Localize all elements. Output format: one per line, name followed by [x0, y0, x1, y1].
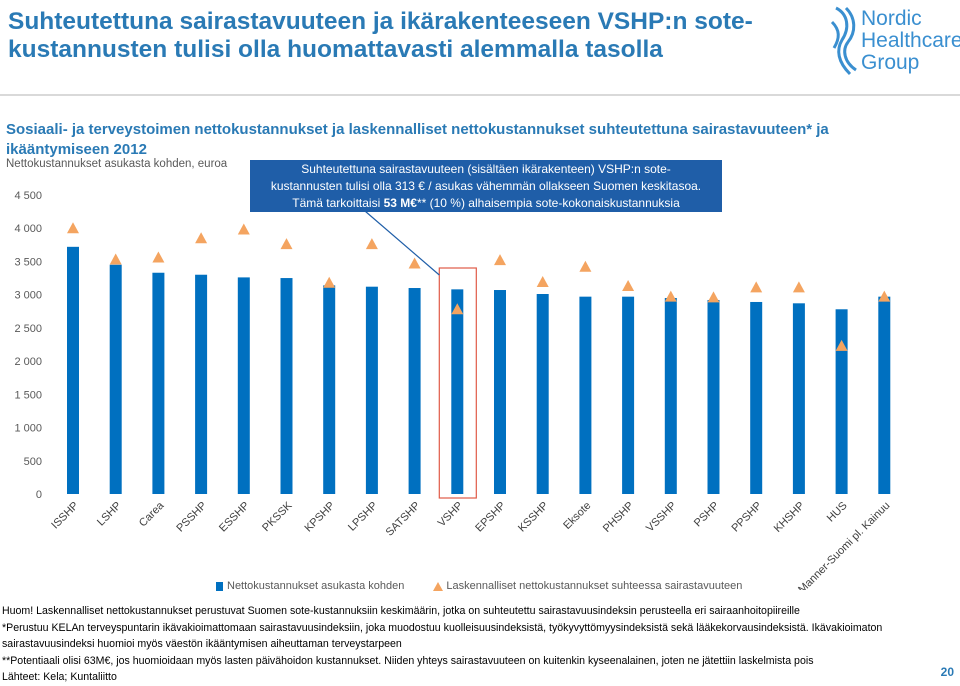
y-tick-label: 3 000 — [14, 290, 42, 302]
bar-vshp — [451, 289, 464, 494]
bar-kpshp — [323, 285, 336, 494]
x-tick-label: VSHP — [436, 500, 466, 530]
y-tick-label: 4 500 — [14, 190, 42, 202]
x-tick-label: PKSSK — [260, 499, 295, 534]
note-line: sairastavuusindeksi huomioi myös väestön… — [2, 638, 402, 650]
bar-lpshp — [365, 286, 378, 494]
bar-pshp — [707, 299, 720, 494]
legend-item-bars: Nettokustannukset asukasta kohden — [216, 580, 404, 592]
y-tick-label: 3 500 — [14, 256, 42, 268]
callout-line-2: kustannusten tulisi olla 313 € / asukas … — [270, 179, 702, 193]
footnotes: Huom! Laskennalliset nettokustannukset p… — [2, 603, 942, 686]
sources-line: Lähteet: Kela; Kuntaliitto — [2, 671, 117, 683]
x-tick-label: PHSHP — [601, 500, 636, 535]
x-tick-label: PSHP — [692, 500, 722, 530]
triangle-marker-eksote — [579, 260, 592, 272]
callout-box: Suhteutettuna sairastavuuteen (sisältäen… — [250, 160, 722, 212]
y-tick-label: 1 000 — [14, 423, 42, 435]
triangle-marker-lshp — [109, 253, 122, 265]
bar-hus — [835, 309, 848, 494]
note-line: **Potentiaali olisi 63M€, jos huomioidaa… — [2, 654, 814, 667]
bar-chart: 0 500 1 000 1 500 2 000 2 500 3 000 3 500 4 000 4… — [14, 190, 892, 590]
x-tick-label: KSSHP — [516, 500, 551, 535]
bar-eksote — [579, 296, 592, 494]
triangle-marker-vsshp — [664, 290, 677, 302]
chart-legend: Nettokustannukset asukasta kohden Lasken… — [216, 580, 768, 594]
x-tick-label: EPSHP — [473, 500, 508, 535]
bar-pkssk — [280, 278, 293, 494]
x-tick-label: HUS — [825, 500, 850, 525]
bar-lshp — [109, 264, 122, 494]
bar-vsshp — [664, 297, 677, 494]
bar-esshp — [237, 277, 250, 494]
y-tick-label: 1 500 — [14, 389, 42, 401]
bar-khshp — [792, 303, 805, 494]
triangle-marker-vshp — [451, 303, 464, 315]
bar-epshp — [494, 290, 506, 494]
company-logo: Nordic Healthcare Group — [828, 2, 960, 82]
x-tick-label: PPSHP — [729, 500, 764, 535]
triangle-marker-carea — [152, 251, 165, 263]
triangle-marker-ksshp — [536, 276, 549, 288]
x-tick-label: LSHP — [95, 500, 124, 529]
bar-isshp — [67, 246, 79, 494]
y-axis-label: Nettokustannukset asukasta kohden, euroa — [6, 158, 228, 170]
bar-psshp — [195, 274, 208, 494]
logo-line-3: Group — [861, 51, 920, 74]
triangle-marker-phshp — [622, 280, 635, 292]
y-tick-label: 0 — [36, 489, 42, 501]
x-tick-label: KHSHP — [772, 500, 807, 535]
x-tick-label: VSSHP — [644, 500, 679, 535]
bar-satshp — [408, 288, 421, 494]
x-tick-label: Eksote — [561, 500, 593, 532]
triangle-marker-khshp — [792, 281, 805, 293]
triangle-marker-pshp — [707, 291, 720, 303]
x-tick-label: Carea — [137, 499, 167, 529]
triangle-marker-psshp — [195, 232, 208, 244]
page-title: Suhteutettuna sairastavuuteen ja ikärake… — [8, 8, 753, 63]
header-divider — [0, 94, 960, 96]
chart-subtitle: Sosiaali- ja terveystoimen nettokustannu… — [6, 121, 829, 158]
callout-pointer-line — [357, 204, 440, 276]
bar-carea — [152, 272, 165, 494]
callout-highlight: 53 M€ — [383, 196, 417, 210]
bar-manner-suomi-pl-kainuu — [878, 296, 891, 494]
callout-line-3: Tämä tarkoittaisi 53 M€** (10 %) alhaise… — [292, 196, 680, 210]
triangle-marker-satshp — [408, 257, 421, 269]
triangle-marker-esshp — [237, 223, 250, 235]
page-number: 20 — [940, 665, 954, 679]
triangle-marker-ppshp — [750, 281, 763, 293]
legend-item-triangles: Laskennalliset nettokustannukset suhtees… — [433, 580, 742, 592]
triangle-marker-lpshp — [365, 238, 378, 250]
callout-line-1: Suhteutettuna sairastavuuteen (sisältäen… — [301, 162, 671, 176]
triangle-marker-isshp — [67, 222, 79, 234]
note-line: Huom! Laskennalliset nettokustannukset p… — [2, 605, 800, 617]
legend-bar-swatch — [216, 581, 223, 591]
triangle-marker-epshp — [494, 254, 506, 266]
logo-line-1: Nordic — [861, 7, 922, 30]
x-tick-label: KPSHP — [302, 500, 337, 535]
y-tick-label: 500 — [24, 456, 42, 468]
y-tick-label: 2 500 — [14, 323, 42, 335]
bar-ksshp — [536, 294, 549, 494]
triangle-marker-pkssk — [280, 238, 293, 250]
bar-ppshp — [750, 301, 763, 494]
logo-line-2: Healthcare — [861, 29, 960, 52]
nhg-logo-icon — [830, 6, 857, 76]
x-tick-label: LPSHP — [346, 500, 380, 534]
y-tick-label: 2 000 — [14, 356, 42, 368]
legend-triangle-icon — [433, 581, 444, 591]
triangle-marker-hus — [835, 339, 848, 351]
bar-phshp — [622, 296, 635, 494]
highlight-box — [438, 267, 477, 499]
x-tick-label: SATSHP — [384, 500, 423, 539]
triangle-marker-manner-suomi-pl-kainuu — [878, 290, 891, 302]
x-tick-label: PSSHP — [174, 500, 209, 535]
x-tick-label: ESSHP — [217, 500, 252, 535]
note-line: *Perustuu KELAn terveyspuntarin ikävakio… — [2, 621, 883, 634]
y-tick-label: 4 000 — [14, 223, 42, 235]
triangle-marker-kpshp — [323, 276, 336, 288]
x-tick-label: ISSHP — [49, 500, 81, 532]
